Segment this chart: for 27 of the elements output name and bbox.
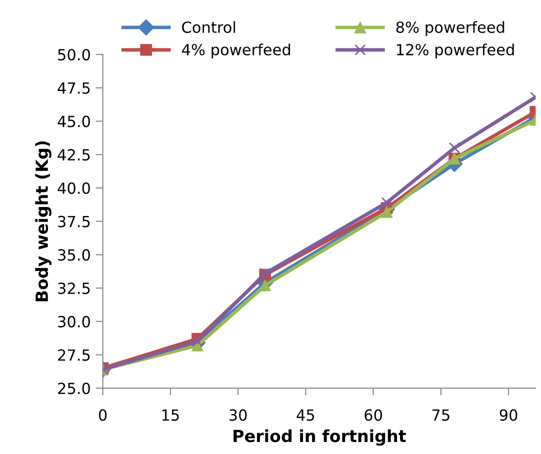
x-axis-title: Period in fortnight (234, 429, 406, 446)
x-tick-label: 90 (500, 409, 518, 421)
legend-label: 4% powerfeed (182, 44, 290, 58)
y-tick-label: 25.0 (58, 382, 90, 394)
y-tick-label: 47.5 (58, 82, 90, 94)
y-tick-label: 30.0 (58, 316, 90, 328)
legend-label: 12% powerfeed (396, 44, 514, 58)
x-tick-label: 60 (364, 409, 382, 421)
y-axis-title: Body weight (Kg) (35, 141, 52, 302)
y-tick-label: 37.5 (58, 216, 90, 228)
legend-label: Control (182, 21, 236, 33)
y-tick-label: 45.0 (58, 116, 90, 128)
x-tick-label: 30 (229, 409, 247, 421)
y-tick-label: 27.5 (58, 349, 90, 361)
y-tick-label: 32.5 (58, 282, 90, 294)
x-tick-label: 45 (296, 409, 314, 421)
y-tick-label: 40.0 (58, 182, 90, 194)
y-tick-label: 42.5 (58, 149, 90, 161)
point (192, 336, 204, 348)
point (381, 197, 392, 208)
y-tick-label: 50.0 (58, 48, 90, 60)
legend-label: 8% powerfeed (396, 21, 504, 36)
y-tick-label: 35.0 (58, 249, 90, 261)
x-tick-label: 75 (432, 409, 450, 421)
point (380, 206, 393, 218)
x-tick-label: 0 (98, 409, 107, 421)
x-tick-label: 15 (162, 409, 179, 421)
